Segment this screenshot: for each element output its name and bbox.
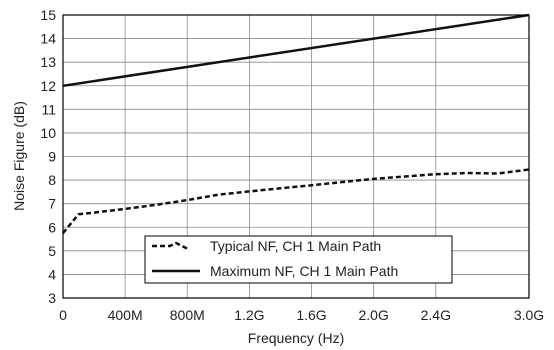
y-tick-label: 14 [40, 31, 56, 47]
series-line-maximum-nf [62, 13, 530, 88]
x-tick-label: 3.0G [514, 307, 544, 323]
plot-frame [62, 14, 530, 299]
y-tick-label: 12 [40, 78, 56, 94]
x-tick-label: 1.6G [296, 307, 326, 323]
x-tick-label: 800M [170, 307, 205, 323]
y-tick-label: 3 [48, 290, 56, 306]
y-tick-label: 15 [40, 7, 56, 23]
series-layer [62, 13, 530, 234]
legend-entry-maximum: Maximum NF, CH 1 Main Path [152, 263, 398, 279]
y-tick-label: 13 [40, 54, 56, 70]
x-tick-label: 2.4G [421, 307, 451, 323]
y-tick-label: 11 [41, 101, 56, 117]
y-tick-label: 10 [40, 125, 56, 141]
legend-label-typical: Typical NF, CH 1 Main Path [210, 238, 381, 254]
x-axis-label: Frequency (Hz) [248, 330, 344, 346]
legend-swatch-dashed [152, 241, 189, 251]
legend-entry-typical: Typical NF, CH 1 Main Path [152, 238, 381, 254]
legend-label-maximum: Maximum NF, CH 1 Main Path [210, 263, 398, 279]
legend-box [144, 235, 453, 284]
y-tick-label: 8 [48, 172, 56, 188]
x-tick-label: 400M [108, 307, 143, 323]
y-tick-label: 6 [48, 219, 56, 235]
y-tick-label: 5 [48, 243, 56, 259]
x-tick-label: 0 [59, 307, 67, 323]
legend: Typical NF, CH 1 Main Path Maximum NF, C… [144, 235, 453, 284]
y-axis-label: Noise Figure (dB) [11, 101, 27, 211]
y-tick-label: 9 [48, 149, 56, 165]
x-tick-label: 2.0G [358, 307, 388, 323]
x-tick-labels: 0 400M 800M 1.2G 1.6G 2.0G 2.4G 3.0G [59, 307, 544, 323]
y-tick-label: 7 [48, 196, 56, 212]
y-tick-labels: 3 4 5 6 7 8 9 10 11 12 13 14 15 [40, 7, 56, 306]
series-line-typical-nf [62, 168, 530, 234]
x-tick-label: 1.2G [234, 307, 264, 323]
y-tick-label: 4 [48, 266, 56, 282]
